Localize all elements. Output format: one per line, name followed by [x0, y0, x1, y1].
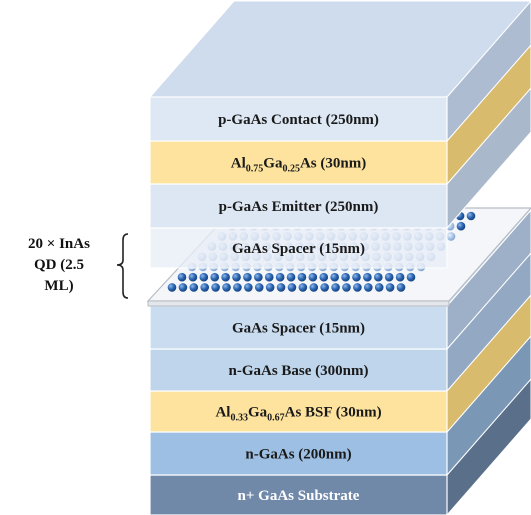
- quantum-dot: [264, 272, 274, 282]
- quantum-dot: [167, 283, 177, 292]
- quantum-dot: [222, 283, 231, 292]
- layer-label: n-GaAs (200nm): [245, 447, 351, 463]
- layer-front-face: [149, 474, 448, 515]
- quantum-dot: [352, 272, 361, 282]
- quantum-dot: [254, 272, 263, 282]
- quantum-dot: [221, 272, 230, 282]
- quantum-dot: [320, 283, 329, 292]
- layer-label: p-GaAs Contact (250nm): [218, 112, 379, 128]
- layer-label: p-GaAs Emitter (250nm): [219, 199, 379, 215]
- quantum-dot: [319, 272, 329, 282]
- qd-label-line-2: QD (2.5: [34, 257, 84, 273]
- layer-front-face: [149, 305, 448, 350]
- quantum-dot: [309, 283, 319, 292]
- quantum-dot: [363, 272, 372, 282]
- quantum-dot: [276, 283, 286, 292]
- qd-bracket: [116, 233, 129, 299]
- layer-front-face: [149, 140, 448, 185]
- quantum-dot: [275, 272, 285, 282]
- layer-label: GaAs Spacer (15nm): [232, 321, 365, 337]
- quantum-dot: [265, 283, 275, 292]
- quantum-dot: [244, 283, 253, 292]
- layer-spacer-top: [149, 227, 448, 269]
- quantum-dot: [210, 272, 220, 282]
- layer-al075: Al0.75Ga0.25As (30nm): [149, 44, 531, 186]
- quantum-dot: [396, 283, 406, 292]
- quantum-dot: [385, 283, 395, 292]
- quantum-dot: [353, 283, 362, 292]
- layer-label: Al0.75Ga0.25As (30nm): [231, 156, 366, 175]
- quantum-dot: [188, 272, 198, 282]
- layer-front-face: [149, 348, 448, 392]
- layer-p-contact: p-GaAs Contact (250nm): [148, 0, 531, 143]
- layer-label: Al0.33Ga0.67As BSF (30nm): [215, 405, 381, 424]
- quantum-dot: [456, 221, 466, 231]
- layer-front-face: [149, 390, 448, 433]
- layer-label: n+ GaAs Substrate: [238, 488, 360, 504]
- quantum-dot: [342, 283, 351, 292]
- quantum-dot: [189, 283, 199, 292]
- quantum-dot: [331, 283, 340, 292]
- quantum-dot: [232, 272, 241, 282]
- quantum-dot: [466, 211, 476, 221]
- quantum-dot: [341, 272, 350, 282]
- layer-label: GaAs Spacer (15nm): [232, 241, 365, 257]
- quantum-dot: [406, 272, 416, 282]
- quantum-dot: [297, 272, 307, 282]
- quantum-dot: [199, 272, 209, 282]
- qd-label-line-3: ML): [44, 278, 74, 294]
- layer-substrate: n+ GaAs Substrate: [149, 378, 531, 515]
- layer-n-gaas: n-GaAs (200nm): [149, 335, 531, 477]
- layer-front-face: [149, 431, 448, 476]
- quantum-dot: [243, 272, 252, 282]
- quantum-dot: [395, 272, 405, 282]
- quantum-dot: [373, 272, 383, 282]
- quantum-dot: [177, 272, 187, 282]
- wetting-layer-edge: [147, 300, 450, 307]
- layer-p-emitter: p-GaAs Emitter (250nm): [149, 87, 531, 230]
- layer-n-base: n-GaAs Base (300nm): [149, 252, 531, 393]
- layer-al033: Al0.33Ga0.67As BSF (30nm): [149, 294, 531, 434]
- qd-stack-label: 20 × InAs QD (2.5 ML): [0, 234, 118, 297]
- layer-front-face: [149, 96, 448, 142]
- quantum-dot: [384, 272, 394, 282]
- layer-front-face: [149, 227, 448, 269]
- quantum-dot: [446, 232, 456, 241]
- quantum-dot: [211, 283, 220, 292]
- quantum-dot: [178, 283, 188, 292]
- quantum-dot: [233, 283, 242, 292]
- quantum-dot: [254, 283, 264, 292]
- quantum-dot: [363, 283, 373, 292]
- quantum-dot: [200, 283, 210, 292]
- quantum-dot: [286, 272, 296, 282]
- upper-layer-group: GaAs Spacer (15nm) p-GaAs Emitter (250nm)…: [148, 0, 531, 269]
- quantum-dot: [298, 283, 308, 292]
- quantum-dot: [330, 272, 339, 282]
- layer-label: n-GaAs Base (300nm): [228, 363, 368, 379]
- quantum-dot: [308, 272, 318, 282]
- quantum-dot: [374, 283, 384, 292]
- qd-label-line-1: 20 × InAs: [28, 236, 90, 252]
- quantum-dot: [287, 283, 297, 292]
